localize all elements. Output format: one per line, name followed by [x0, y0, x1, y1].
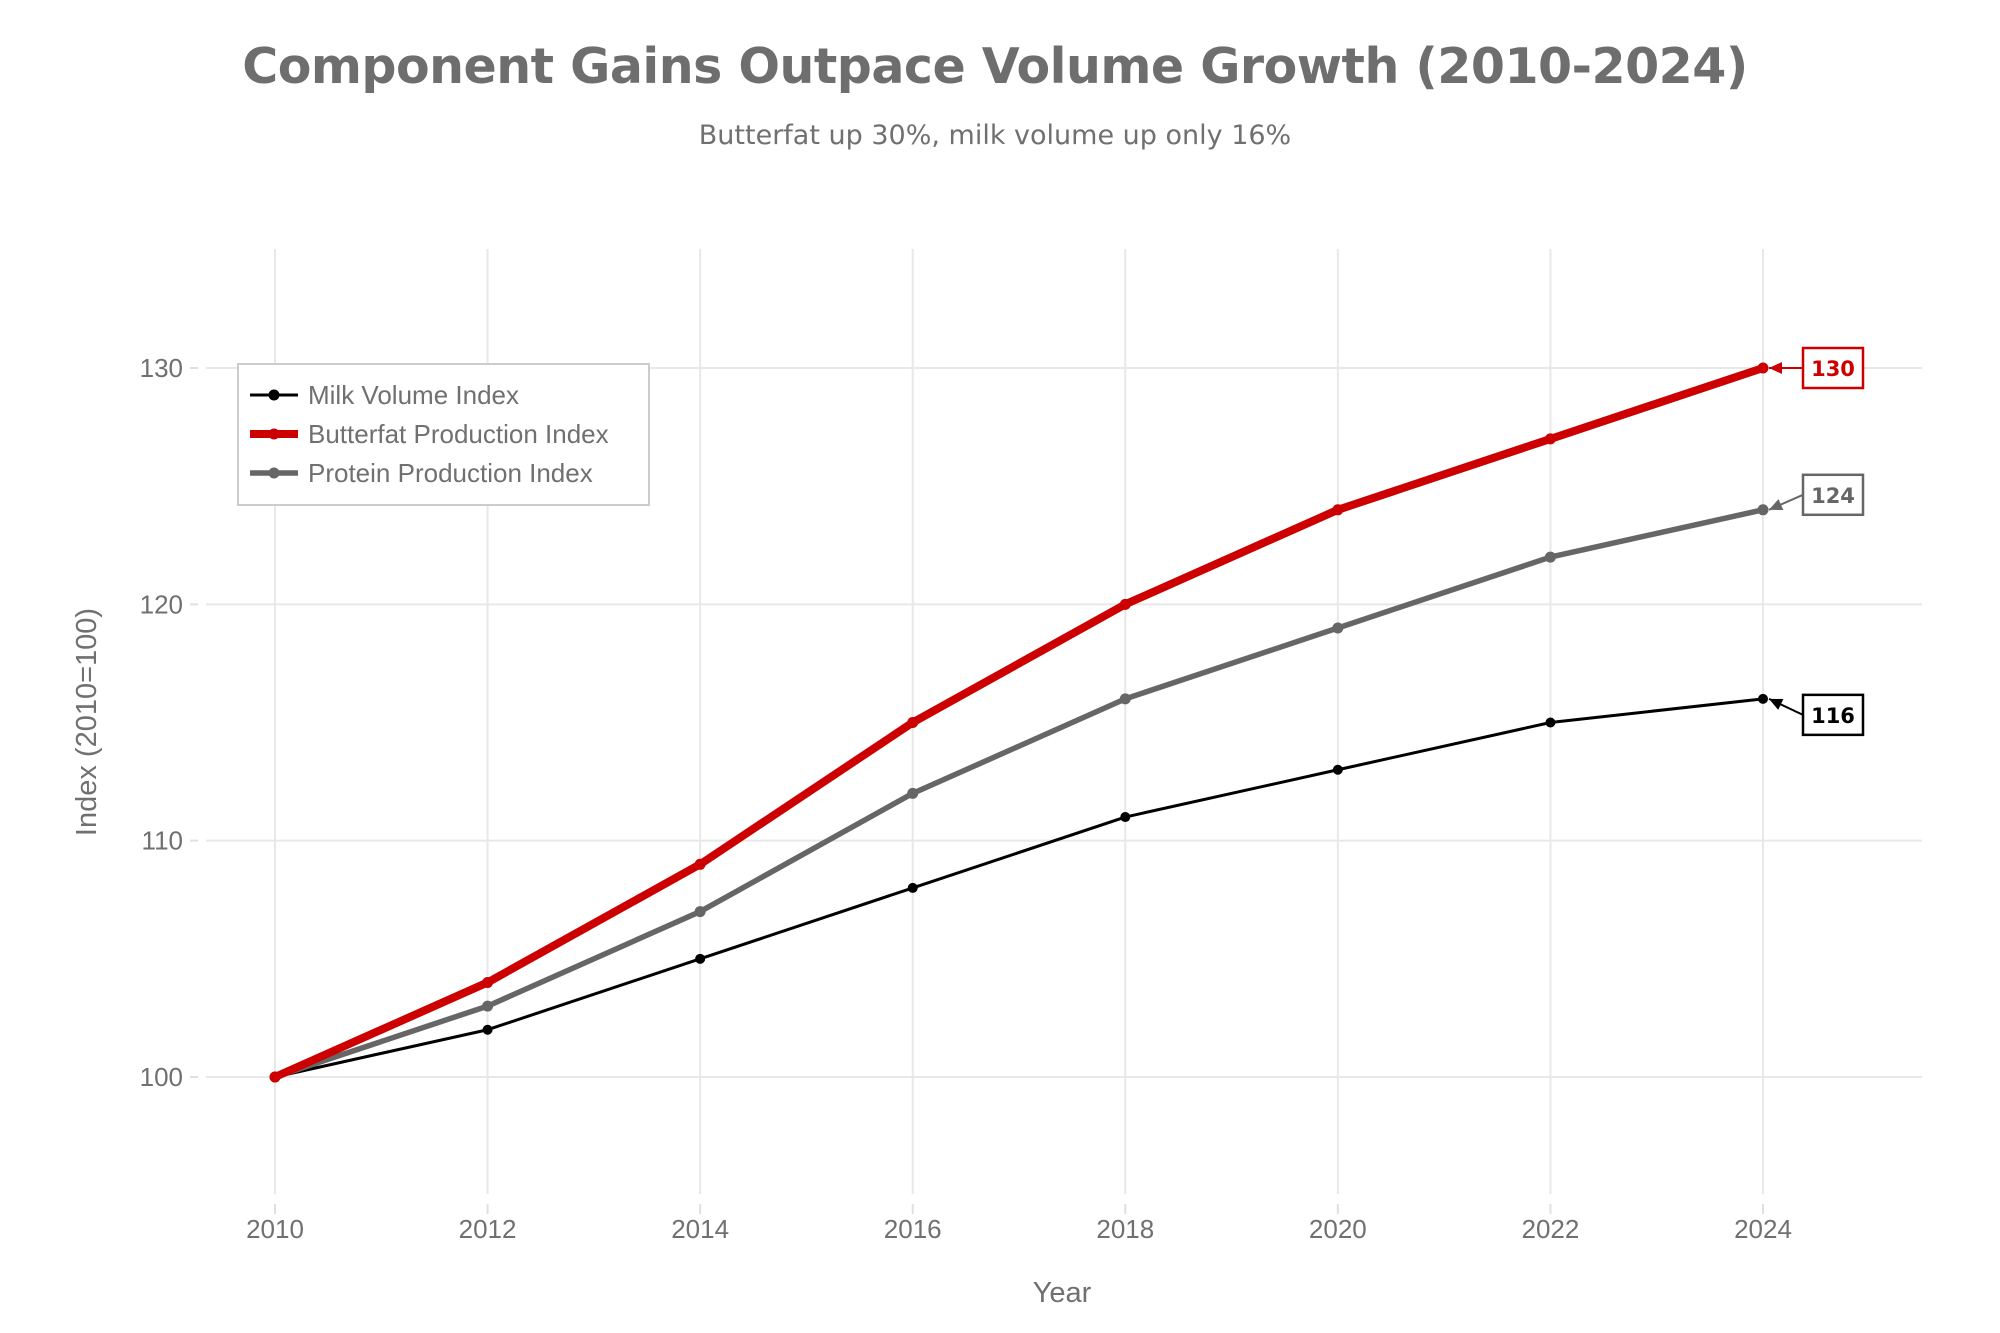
series-line — [273, 697, 1765, 1079]
series-milk-volume-index — [270, 693, 1768, 1082]
legend-item: Butterfat Production Index — [250, 419, 609, 449]
data-point — [1757, 362, 1769, 374]
y-axis-title: Index (2010=100) — [71, 608, 103, 836]
y-tick-label: 130 — [140, 353, 183, 383]
data-point — [1545, 717, 1556, 728]
x-tick-label: 2024 — [1734, 1214, 1792, 1244]
data-point — [1332, 622, 1344, 634]
y-tick-label: 110 — [142, 826, 183, 856]
end-label-box — [1801, 693, 1865, 737]
legend-marker — [268, 389, 280, 401]
data-point — [1757, 504, 1769, 516]
data-point — [482, 1024, 493, 1035]
data-point — [694, 858, 706, 870]
legend-marker — [268, 467, 280, 479]
end-label-text: 116 — [1811, 704, 1855, 728]
data-point — [1544, 551, 1556, 563]
x-tick-label: 2016 — [884, 1214, 942, 1244]
end-label-text: 124 — [1811, 484, 1855, 508]
series-butterfat-production-index — [269, 362, 1769, 1083]
x-tick-label: 2020 — [1309, 1214, 1367, 1244]
y-tick-label: 120 — [140, 589, 183, 619]
series-line — [271, 364, 1767, 1081]
x-tick-label: 2012 — [459, 1214, 517, 1244]
data-point — [1332, 504, 1344, 516]
data-point — [482, 976, 494, 988]
data-point — [482, 1000, 494, 1012]
end-label-text: 130 — [1811, 357, 1855, 381]
series-group — [269, 362, 1769, 1083]
chart-title: Component Gains Outpace Volume Growth (2… — [242, 38, 1748, 95]
data-point — [1119, 693, 1131, 705]
end-label-130: 130 — [1769, 346, 1865, 390]
data-point — [1119, 598, 1131, 610]
end-label-box — [1801, 473, 1865, 517]
x-axis-title: Year — [1033, 1277, 1092, 1309]
x-tick-label: 2018 — [1096, 1214, 1154, 1244]
data-point — [695, 953, 706, 964]
arrowhead-icon — [1769, 499, 1784, 511]
y-axis-ticks: 100 110 120 130 — [140, 353, 198, 1092]
data-point — [1332, 764, 1343, 775]
x-tick-label: 2014 — [671, 1214, 729, 1244]
end-labels: 116 130 124 — [1768, 346, 1865, 737]
end-label-box — [1801, 346, 1865, 390]
data-point — [907, 882, 918, 893]
arrowhead-icon — [1769, 698, 1784, 710]
data-point — [1544, 433, 1556, 445]
data-point — [907, 787, 919, 799]
x-axis-ticks: 2010 2012 2014 2016 2018 2020 2022 2024 — [246, 1204, 1792, 1244]
legend-marker — [268, 428, 280, 440]
legend-box — [237, 363, 650, 506]
data-point — [694, 906, 706, 918]
legend-item: Protein Production Index — [250, 458, 593, 488]
series-line — [272, 507, 1766, 1080]
series-protein-production-index — [269, 504, 1769, 1083]
data-point — [1758, 693, 1768, 704]
x-tick-label: 2022 — [1522, 1214, 1580, 1244]
data-point — [907, 717, 919, 728]
data-point — [1120, 812, 1131, 823]
legend-item: Milk Volume Index — [250, 380, 519, 410]
legend-label: Protein Production Index — [308, 458, 593, 488]
chart-subtitle: Butterfat up 30%, milk volume up only 16… — [698, 120, 1292, 151]
arrowhead-icon — [1769, 362, 1782, 374]
legend-label: Milk Volume Index — [308, 380, 519, 410]
y-tick-label: 100 — [140, 1062, 183, 1092]
legend-label: Butterfat Production Index — [308, 419, 609, 449]
end-label-124: 124 — [1768, 473, 1865, 517]
data-point — [269, 1071, 281, 1083]
end-label-116: 116 — [1768, 693, 1865, 737]
legend: Milk Volume Index Butterfat Production In… — [237, 363, 650, 506]
x-tick-label: 2010 — [246, 1214, 304, 1244]
